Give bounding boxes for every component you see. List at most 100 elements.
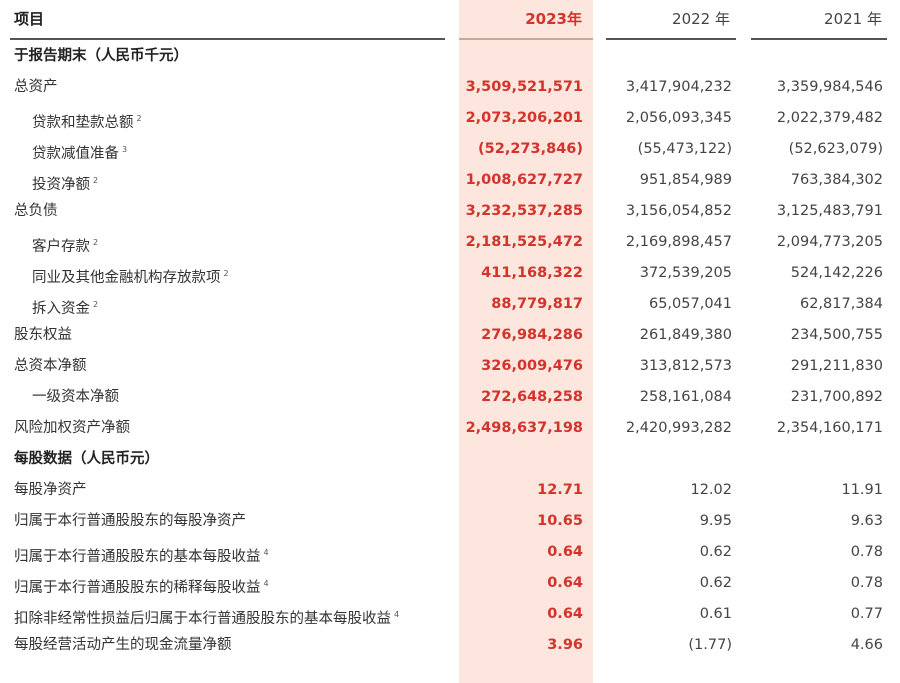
table-row: 贷款减值准备 3 (52,273,846) (55,473,122) (52,623,0… [0,134,900,165]
row-label-text: 归属于本行普通股股东的每股净资产 [14,513,246,529]
table-row: 客户存款 2 2,181,525,472 2,169,898,457 2,094,773… [0,227,900,258]
table-row: 投资净额 2 1,008,627,727 951,854,989 763,384,302 [0,165,900,196]
value-2021: 4.66 [850,637,883,653]
table-row: 一级资本净额 272,648,258 258,161,084 231,700,892 [0,382,900,413]
row-label: 风险加权资产净额 [14,413,130,444]
row-label: 归属于本行普通股股东的稀释每股收益 4 [14,568,269,604]
row-label-text: 总资本净额 [14,358,87,374]
row-label-text: 归属于本行普通股股东的稀释每股收益 [14,580,261,596]
value-2022: 951,854,989 [639,172,732,188]
header-rule-2022 [606,38,736,40]
value-2022: 3,156,054,852 [625,203,732,219]
value-2021: 2,094,773,205 [776,234,883,250]
value-2021: 763,384,302 [790,172,883,188]
value-2022: 0.62 [699,575,732,591]
table-row: 总资本净额 326,009,476 313,812,573 291,211,830 [0,351,900,382]
row-label-text: 每股经营活动产生的现金流量净额 [14,637,232,653]
value-2022: 261,849,380 [639,327,732,343]
row-label: 每股数据（人民币元） [14,444,159,475]
row-label: 每股净资产 [14,475,87,506]
section-header-row: 于报告期末（人民币千元） [0,41,900,72]
value-2023: 0.64 [547,575,583,591]
footnote-marker: 2 [223,269,229,278]
table-row: 归属于本行普通股股东的每股净资产 10.65 9.95 9.63 [0,506,900,537]
value-2021: 231,700,892 [790,389,883,405]
table-row: 拆入资金 2 88,779,817 65,057,041 62,817,384 [0,289,900,320]
table-row: 风险加权资产净额 2,498,637,198 2,420,993,282 2,354,… [0,413,900,444]
value-2021: 9.63 [850,513,883,529]
row-label-text: 投资净额 [32,177,90,193]
value-2023: 10.65 [537,513,583,529]
value-2023: 272,648,258 [481,389,583,405]
value-2022: 2,056,093,345 [625,110,732,126]
value-2023: 0.64 [547,606,583,622]
row-label-text: 拆入资金 [32,301,90,317]
row-label-text: 总资产 [14,79,58,95]
value-2022: 2,169,898,457 [625,234,732,250]
footnote-marker: 4 [394,610,400,619]
value-2023: 0.64 [547,544,583,560]
row-label: 贷款和垫款总额 2 [32,103,142,139]
footnote-marker: 4 [263,548,269,557]
highlight-column-2023 [459,0,593,683]
table-row: 股东权益 276,984,286 261,849,380 234,500,755 [0,320,900,351]
table-row: 贷款和垫款总额 2 2,073,206,201 2,056,093,345 2,022,… [0,103,900,134]
value-2023: 3.96 [547,637,583,653]
header-rule-2023 [459,38,593,40]
table-row: 总资产 3,509,521,571 3,417,904,232 3,359,984,5… [0,72,900,103]
value-2022: 9.95 [699,513,732,529]
table-row: 归属于本行普通股股东的稀释每股收益 4 0.64 0.62 0.78 [0,568,900,599]
header-rule-2021 [751,38,887,40]
value-2022: 65,057,041 [648,296,732,312]
row-label: 归属于本行普通股股东的每股净资产 [14,506,246,537]
header-2022: 2022 年 [672,10,730,28]
value-2023: 12.71 [537,482,583,498]
row-label: 总资产 [14,72,58,103]
table-row: 每股净资产 12.71 12.02 11.91 [0,475,900,506]
value-2021: 0.78 [850,544,883,560]
row-label-text: 贷款和垫款总额 [32,115,134,131]
row-label-text: 归属于本行普通股股东的基本每股收益 [14,549,261,565]
value-2022: 12.02 [690,482,732,498]
value-2023: 411,168,322 [481,265,583,281]
header-2021: 2021 年 [824,10,882,28]
value-2023: 2,073,206,201 [465,110,583,126]
table-row: 归属于本行普通股股东的基本每股收益 4 0.64 0.62 0.78 [0,537,900,568]
table-row: 总负债 3,232,537,285 3,156,054,852 3,125,483,7… [0,196,900,227]
value-2023: 2,181,525,472 [465,234,583,250]
footnote-marker: 2 [136,114,142,123]
row-label: 一级资本净额 [32,382,119,413]
value-2022: 313,812,573 [639,358,732,374]
value-2021: 11.91 [841,482,883,498]
row-label-text: 同业及其他金融机构存放款项 [32,270,221,286]
footnote-marker: 2 [93,176,99,185]
value-2021: 524,142,226 [790,265,883,281]
value-2023: 1,008,627,727 [465,172,583,188]
value-2023: 3,509,521,571 [465,79,583,95]
data-table-body: 于报告期末（人民币千元） 总资产 3,509,521,571 3,417,904,23… [0,41,900,661]
value-2021: 0.77 [850,606,883,622]
table-row: 同业及其他金融机构存放款项 2 411,168,322 372,539,205 524,… [0,258,900,289]
value-2023: 2,498,637,198 [465,420,583,436]
row-label-text: 每股净资产 [14,482,87,498]
row-label-text: 每股数据（人民币元） [14,451,159,467]
row-label-text: 一级资本净额 [32,389,119,405]
value-2021: (52,623,079) [788,141,883,157]
value-2021: 234,500,755 [790,327,883,343]
value-2021: 291,211,830 [790,358,883,374]
row-label-text: 扣除非经常性损益后归属于本行普通股股东的基本每股收益 [14,611,391,627]
row-label: 总负债 [14,196,58,227]
row-label: 贷款减值准备 3 [32,134,127,170]
footnote-marker: 4 [263,579,269,588]
value-2022: 258,161,084 [639,389,732,405]
footnote-marker: 3 [122,145,128,154]
value-2022: 3,417,904,232 [625,79,732,95]
row-label: 每股经营活动产生的现金流量净额 [14,630,232,661]
row-label: 投资净额 2 [32,165,98,201]
value-2022: 372,539,205 [639,265,732,281]
row-label-text: 风险加权资产净额 [14,420,130,436]
value-2022: 0.61 [699,606,732,622]
row-label-text: 总负债 [14,203,58,219]
footnote-marker: 2 [93,300,99,309]
